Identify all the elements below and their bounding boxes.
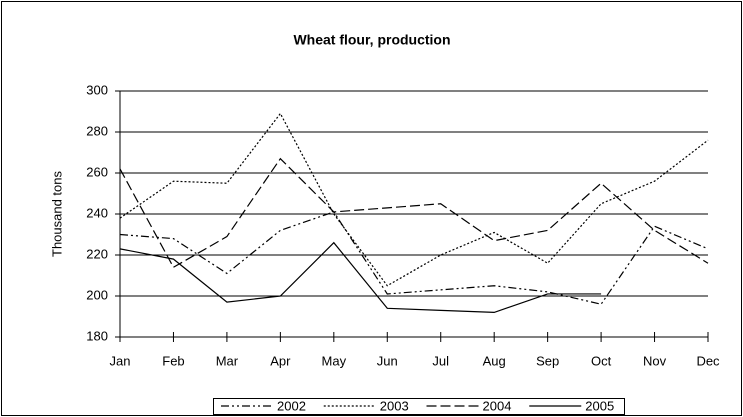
x-tick-label: Jun: [377, 353, 398, 368]
x-tick-label: Apr: [270, 353, 291, 368]
x-tick-label: Jan: [110, 353, 131, 368]
y-tick-label: 240: [86, 205, 108, 220]
x-tick-label: Sep: [536, 353, 559, 368]
y-tick-label: 180: [86, 328, 108, 343]
series-line: [119, 157, 709, 269]
x-tick-label: Nov: [643, 353, 667, 368]
y-tick-label: 280: [86, 123, 108, 138]
chart-title: Wheat flour, production: [293, 32, 450, 48]
legend-label: 2003: [380, 398, 409, 413]
x-tick-label: Mar: [216, 353, 239, 368]
series-line: [119, 112, 709, 287]
x-tick-label: Jul: [432, 353, 449, 368]
y-tick-label: 200: [86, 287, 108, 302]
x-tick-label: Dec: [696, 353, 720, 368]
legend-box: [213, 398, 625, 415]
y-tick-label: 260: [86, 164, 108, 179]
x-tick-label: Oct: [591, 353, 612, 368]
x-tick-label: Feb: [162, 353, 184, 368]
legend-label: 2004: [483, 398, 512, 413]
y-tick-label: 300: [86, 82, 108, 97]
legend-label: 2005: [585, 398, 614, 413]
series-line: [119, 211, 709, 305]
series-line: [119, 241, 602, 314]
y-tick-label: 220: [86, 246, 108, 261]
x-tick-label: May: [322, 353, 347, 368]
y-axis-label: Thousand tons: [49, 171, 64, 258]
legend-label: 2002: [277, 398, 306, 413]
x-tick-label: Aug: [483, 353, 506, 368]
